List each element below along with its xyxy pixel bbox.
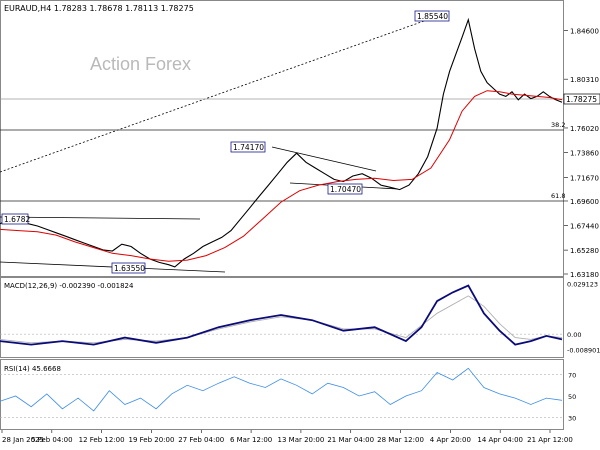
x-tick-label: 19 Feb 20:00: [128, 436, 174, 444]
label-1-85540: 1.85540: [414, 10, 450, 22]
price-tick-label: 1.65280: [570, 247, 599, 255]
x-tick-label: 27 Feb 04:00: [178, 436, 224, 444]
price-tick-label: 1.84600: [570, 27, 599, 35]
label-text: 1.70470: [330, 185, 361, 194]
watermark: Action Forex: [90, 54, 191, 74]
rsi-tick-label: 70: [568, 372, 576, 380]
last-price-marker: 1.78275: [563, 93, 600, 105]
moving-average-line: [0, 90, 563, 262]
label-1-63550: 1.63550: [111, 262, 146, 274]
x-tick-label: 14 Apr 04:00: [477, 436, 523, 444]
price-tick-label: 1.69600: [570, 198, 599, 206]
price-tick-label: 1.76020: [570, 125, 599, 133]
macd-tick-label: 0.00: [567, 331, 581, 339]
x-tick-label: 5 Feb 04:00: [31, 436, 72, 444]
rsi-line: [0, 367, 563, 412]
macd-tick-label: -0.008901: [567, 347, 600, 355]
label-text: 1.85540: [417, 12, 448, 21]
rsi-title: RSI(14) 45.6668: [4, 365, 61, 373]
x-tick-label: 12 Feb 12:00: [79, 436, 125, 444]
price-panel-frame: [0, 0, 564, 277]
dotted-trendline: [0, 15, 439, 173]
label-1-6782: 1.6782: [1, 213, 30, 225]
macd-title: MACD(12,26,9) -0.002390 -0.001824: [4, 282, 134, 290]
price-tick-label: 1.73860: [570, 150, 599, 158]
last-price-text: 1.78275: [566, 95, 597, 104]
label-1-74170: 1.74170: [230, 141, 266, 153]
symbol-header: EURAUD,H4 1.78283 1.78678 1.78113 1.7827…: [4, 4, 194, 13]
x-tick-label: 13 Mar 20:00: [278, 436, 325, 444]
rsi-panel-frame: [0, 359, 564, 430]
macd-line: [0, 284, 563, 346]
price-tick-label: 1.63180: [570, 271, 599, 279]
fib-38-label: 38.2: [551, 121, 565, 129]
price-line: [0, 17, 563, 268]
price-tick-label: 1.71670: [570, 174, 599, 182]
label-text: 1.63550: [114, 264, 145, 273]
x-tick-label: 4 Apr 20:00: [430, 436, 471, 444]
macd-tick-label: 0.029123: [567, 281, 598, 289]
x-tick-label: 28 Jan 2025: [2, 436, 44, 444]
rsi-tick-label: 50: [568, 393, 576, 401]
label-text: 1.74170: [233, 143, 264, 152]
channel-upper-line: [0, 216, 201, 220]
price-tick-label: 1.80310: [570, 76, 599, 84]
x-tick-label: 21 Apr 12:00: [527, 436, 573, 444]
x-tick-label: 21 Mar 04:00: [327, 436, 374, 444]
label-text: 1.6782: [4, 215, 30, 224]
triangle-upper-line: [271, 146, 377, 172]
series-layer: [0, 17, 563, 412]
fib-61-label: 61.8: [551, 192, 565, 200]
x-tick-label: 28 Mar 12:00: [377, 436, 424, 444]
axis-layer: 1.84600 1.80310 1.76020 1.73860 1.71670 1.696…: [1, 27, 600, 444]
rsi-tick-label: 30: [568, 414, 576, 422]
label-1-70470: 1.70470: [327, 183, 363, 195]
price-tick-label: 1.67440: [570, 223, 599, 231]
drawing-layer: [0, 15, 564, 273]
x-tick-label: 6 Mar 12:00: [230, 436, 272, 444]
